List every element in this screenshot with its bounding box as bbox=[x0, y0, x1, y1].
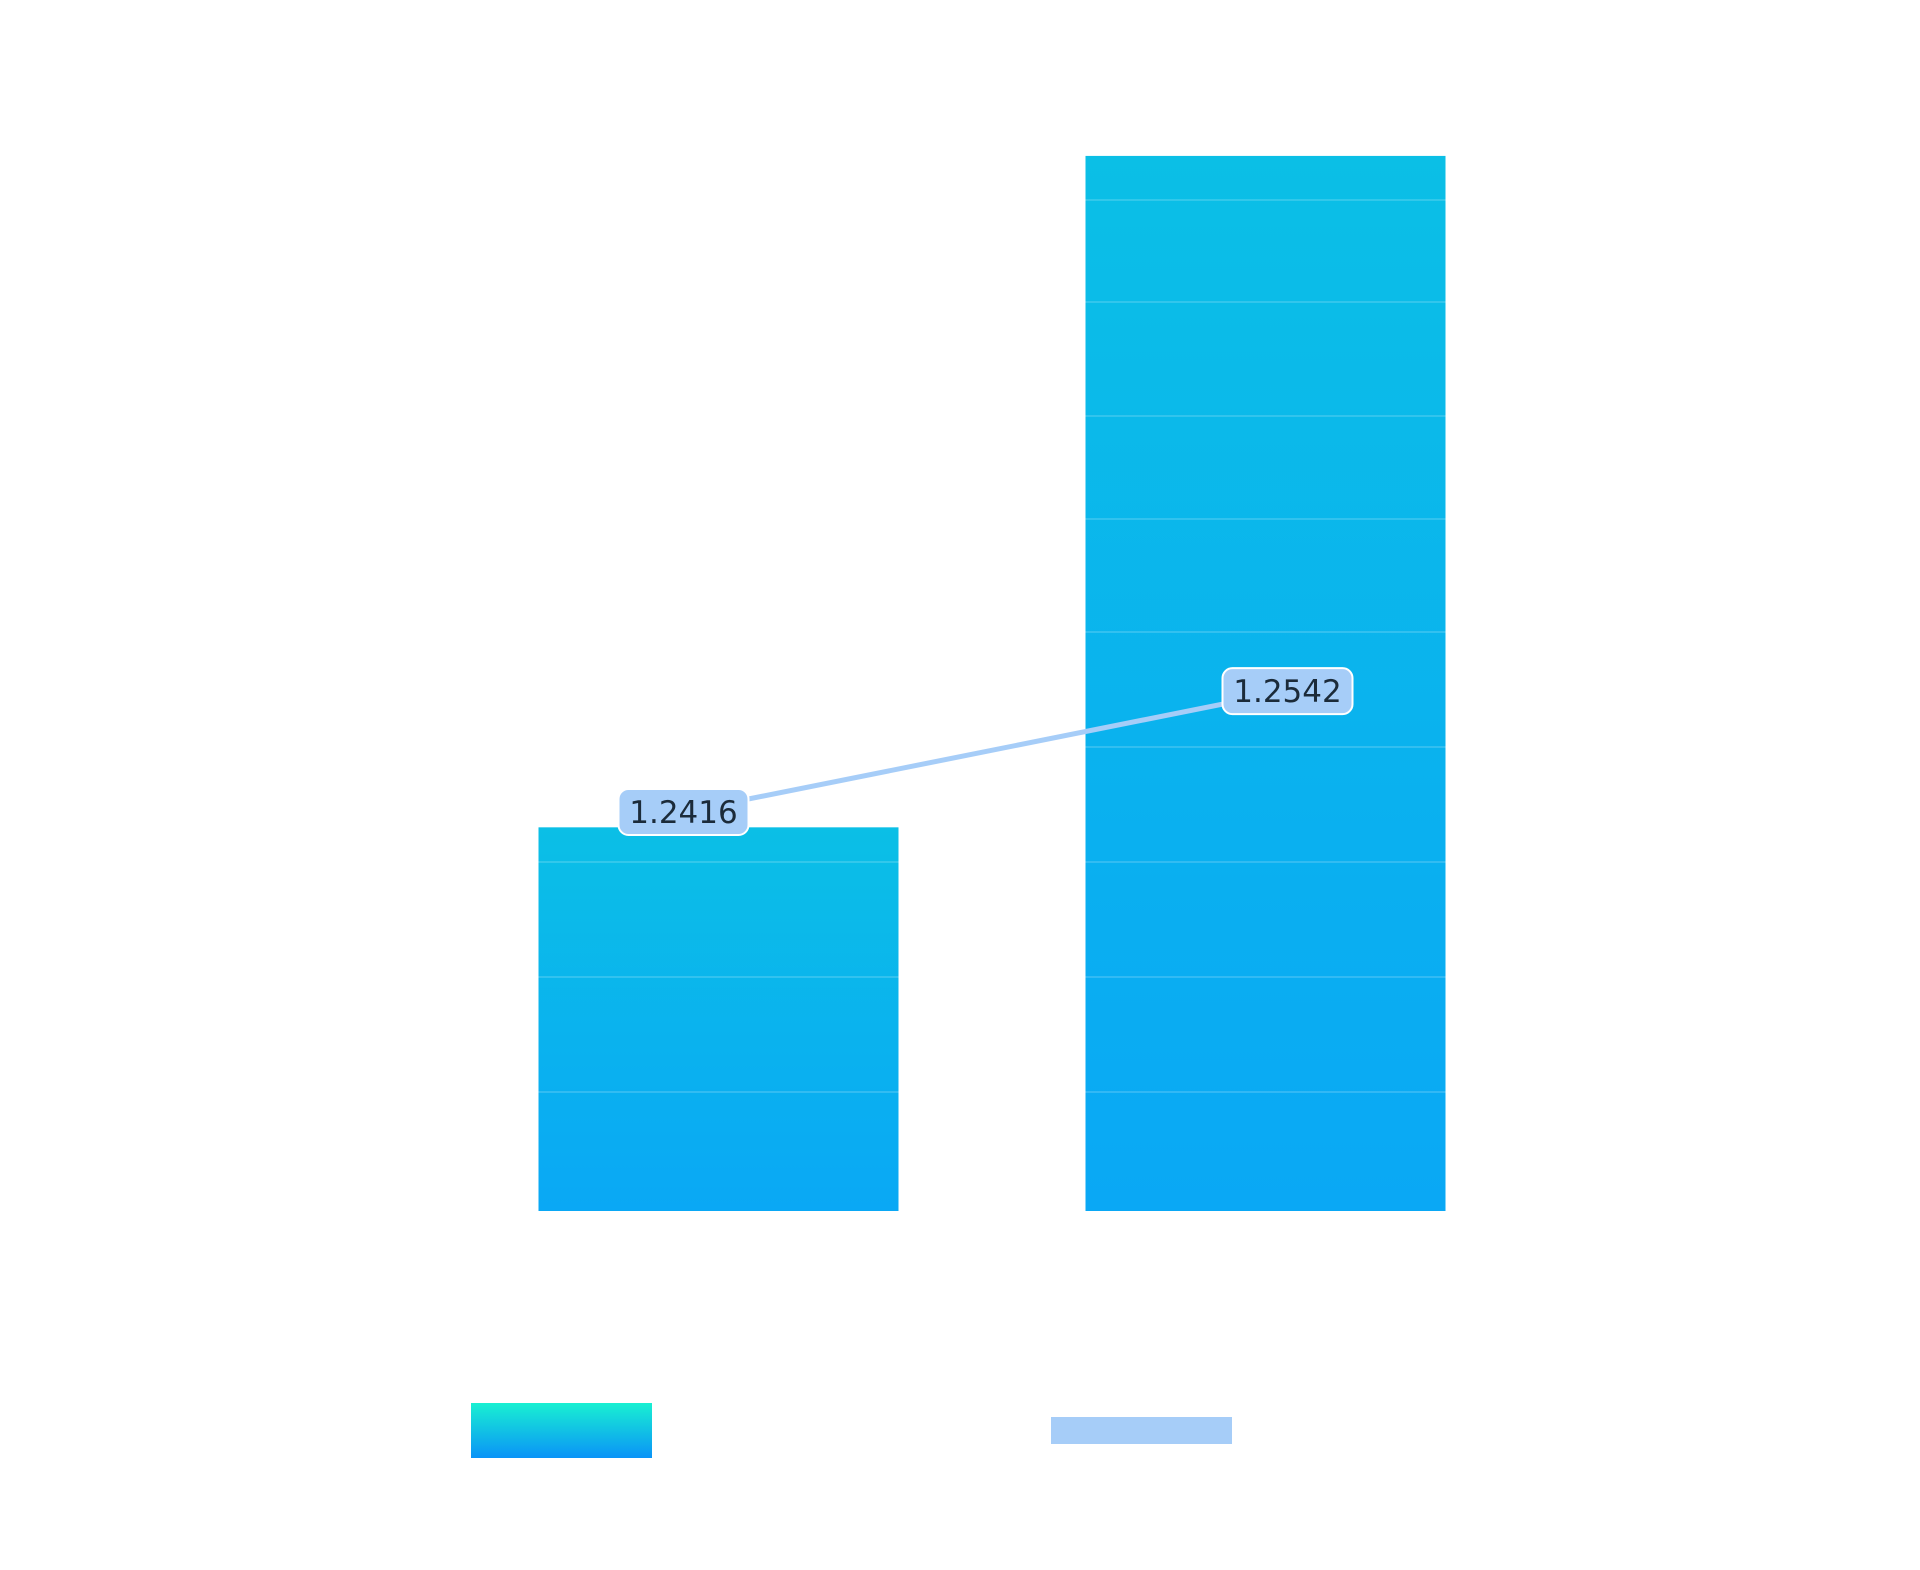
gridlines bbox=[538, 199, 1446, 1093]
data-label: 1.2416 bbox=[617, 787, 750, 836]
data-label-box bbox=[1221, 667, 1354, 716]
data-label: 1.2542 bbox=[1221, 667, 1354, 716]
series-line bbox=[683, 688, 1288, 815]
legend bbox=[471, 1403, 1232, 1458]
bar bbox=[538, 827, 899, 1211]
data-label-text: 1.2416 bbox=[629, 795, 737, 831]
data-label-box bbox=[617, 787, 750, 836]
data-labels: 1.2416 1.2542 bbox=[617, 667, 1354, 836]
legend-swatch-bar bbox=[471, 1403, 652, 1458]
legend-swatch-line bbox=[1051, 1417, 1232, 1444]
line-series bbox=[683, 688, 1288, 815]
data-label-text: 1.2542 bbox=[1233, 674, 1341, 710]
